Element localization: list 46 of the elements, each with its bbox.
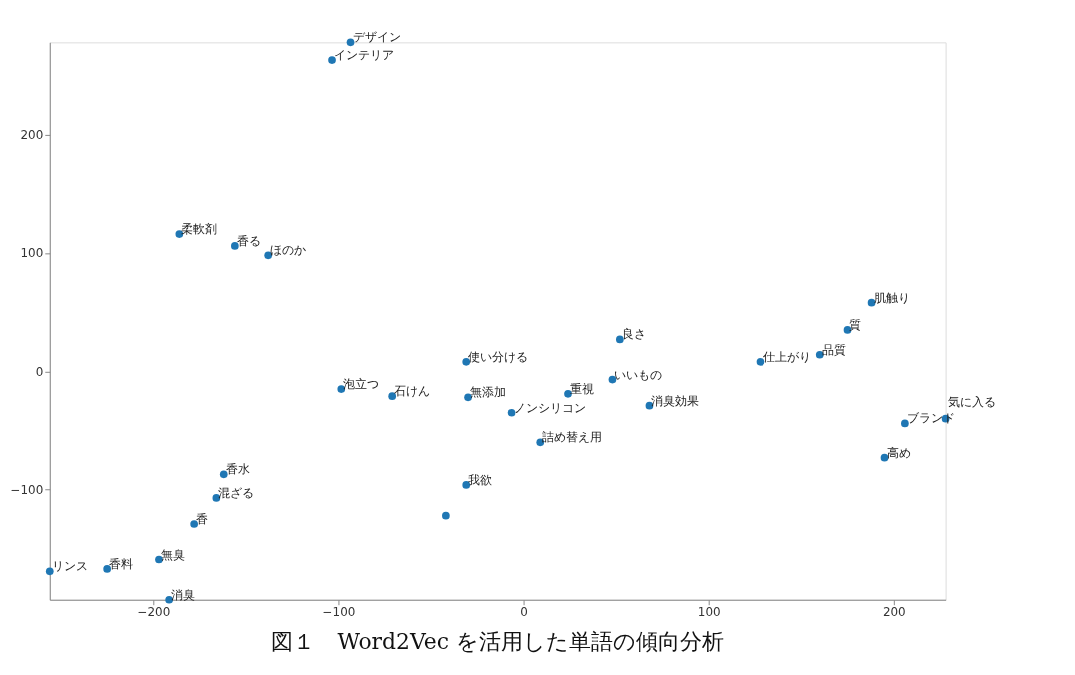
annotation: 詰め替え用	[542, 430, 603, 445]
annotation: 消臭	[171, 587, 196, 602]
annotation: 我欲	[468, 472, 493, 487]
x-tick-label: −200	[137, 605, 171, 620]
annotation: 石けん	[394, 384, 431, 399]
annotation: 香る	[236, 233, 261, 248]
x-tick-label: 100	[697, 605, 721, 620]
x-tick-label: 0	[520, 605, 528, 620]
point	[901, 419, 909, 428]
annotation: 無臭	[160, 547, 185, 562]
y-tick-label: 100	[20, 246, 44, 261]
caption: 図１ Word2Vec を活用した単語の傾向分析	[271, 628, 724, 654]
y-tick-label: −100	[10, 483, 44, 498]
annotation: 仕上がり	[761, 349, 811, 364]
annotation: 消臭効果	[651, 393, 700, 408]
point	[45, 567, 54, 576]
annotation: 高め	[886, 445, 911, 460]
annotation: いいもの	[614, 367, 663, 382]
annotation: 泡立つ	[343, 377, 380, 392]
x-tick-label: 200	[882, 605, 906, 620]
annotation: 良さ	[621, 327, 646, 342]
annotation: 肌触り	[873, 290, 910, 305]
annotation: デザイン	[352, 30, 401, 45]
annotation: 混ざる	[218, 485, 255, 500]
annotation: 無添加	[470, 385, 507, 400]
point	[615, 335, 624, 344]
annotation: ほのか	[270, 243, 307, 258]
annotation: 香	[196, 512, 209, 527]
annotation: 香水	[225, 462, 250, 477]
annotation: 品質	[821, 342, 846, 357]
annotation: ノンシリコン	[513, 400, 586, 415]
annotation: 気に入る	[947, 394, 996, 409]
point	[507, 408, 516, 417]
annotation: リンス	[51, 559, 88, 574]
annotation: 質	[849, 317, 862, 332]
annotation: 香料	[109, 556, 134, 571]
x-tick-label: −100	[322, 605, 356, 620]
point	[328, 56, 336, 64]
annotation: インテリア	[334, 48, 395, 63]
annotation: 重視	[570, 381, 595, 396]
point	[442, 511, 450, 520]
y-tick-label: 200	[20, 128, 44, 143]
annotation: 柔軟剤	[181, 222, 218, 237]
point	[346, 38, 355, 47]
y-tick-label: 0	[35, 364, 44, 379]
annotation: 使い分ける	[468, 349, 529, 364]
